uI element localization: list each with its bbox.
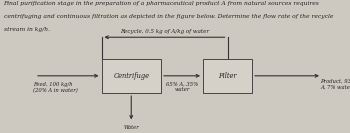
Text: centrifuging and continuous filtration as depicted in the figure below. Determin: centrifuging and continuous filtration a… — [4, 14, 333, 19]
Text: Recycle, 0.5 kg of A/kg of water: Recycle, 0.5 kg of A/kg of water — [120, 29, 209, 34]
FancyBboxPatch shape — [102, 59, 161, 93]
Text: Product, 93%
A, 7% water: Product, 93% A, 7% water — [320, 78, 350, 89]
Text: Water: Water — [123, 125, 139, 130]
Text: Centrifuge: Centrifuge — [113, 72, 149, 80]
Text: 65% A, 35%
water: 65% A, 35% water — [166, 81, 198, 92]
Text: Final purification stage in the preparation of a pharmaceutical product A from n: Final purification stage in the preparat… — [4, 1, 319, 6]
Text: Feed, 100 kg/h
(20% A in water): Feed, 100 kg/h (20% A in water) — [33, 82, 78, 93]
Text: Filter: Filter — [218, 72, 237, 80]
FancyBboxPatch shape — [203, 59, 252, 93]
Text: stream in kg/h.: stream in kg/h. — [4, 27, 49, 32]
